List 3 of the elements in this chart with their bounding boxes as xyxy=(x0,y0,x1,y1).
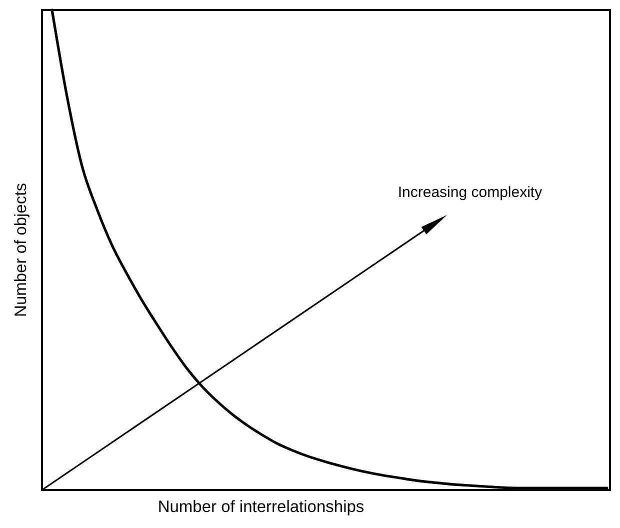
y-axis-title: Number of objects xyxy=(12,183,30,317)
annotation: Increasing complexity xyxy=(398,184,543,201)
x-axis-title: Number of interrelationships xyxy=(158,498,364,516)
